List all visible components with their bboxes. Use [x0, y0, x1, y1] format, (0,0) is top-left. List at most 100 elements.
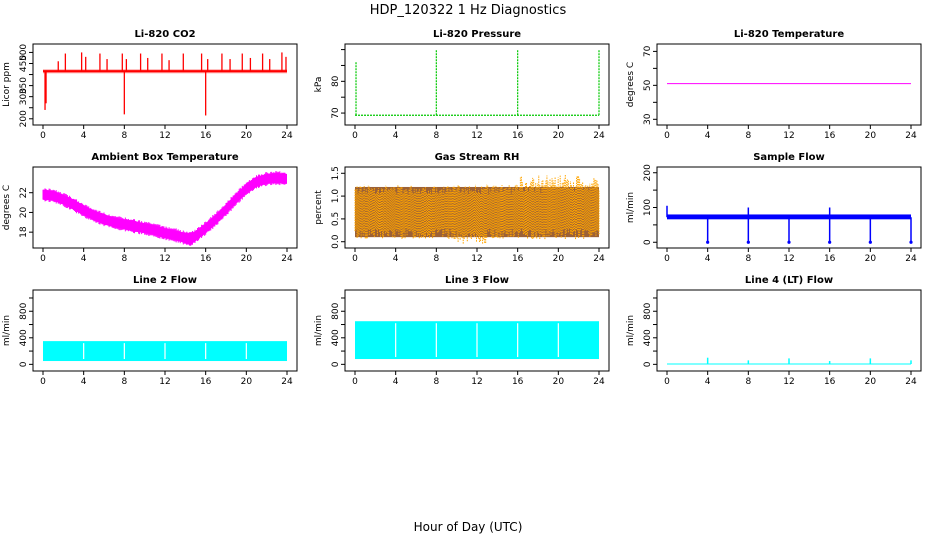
data-layer: [42, 171, 287, 246]
x-tick-label: 12: [783, 377, 794, 387]
y-tick-label: 450: [19, 55, 29, 72]
y-tick-label: 200: [643, 164, 653, 181]
x-tick-label: 4: [81, 377, 87, 387]
x-tick-label: 4: [705, 377, 711, 387]
data-layer: [355, 321, 599, 360]
x-tick-label: 12: [783, 254, 794, 264]
y-axis-label: kPa: [314, 77, 324, 93]
x-tick-label: 20: [865, 131, 877, 141]
x-tick-label: 20: [241, 254, 253, 264]
y-tick-label: 400: [19, 329, 29, 346]
x-tick-label: 16: [200, 131, 212, 141]
y-tick-label: 300: [19, 88, 29, 105]
chart-title: Line 4 (LT) Flow: [745, 275, 833, 286]
x-tick-label: 12: [159, 131, 170, 141]
y-tick-label: 200: [19, 110, 29, 127]
y-tick-label: 70: [331, 107, 341, 119]
x-tick-label: 8: [745, 254, 751, 264]
y-axis-label: Licor ppm: [2, 62, 12, 107]
x-tick-label: 20: [553, 377, 565, 387]
x-tick-label: 0: [40, 377, 46, 387]
y-tick-label: 500: [19, 44, 29, 61]
y-axis-label: percent: [314, 190, 324, 225]
chart-panel: Line 2 Flow ml/min 0 4 8 12 16 20 24 0 400 800: [2, 275, 298, 387]
x-tick-label: 16: [200, 254, 212, 264]
y-axis-label: ml/min: [2, 315, 12, 346]
x-tick-label: 16: [824, 254, 836, 264]
x-tick-label: 0: [664, 377, 670, 387]
data-layer: [43, 341, 287, 362]
x-tick-label: 0: [352, 377, 358, 387]
y-tick-label: 400: [331, 329, 341, 346]
x-tick-label: 16: [512, 254, 524, 264]
plot-frame: [656, 43, 922, 126]
x-tick-label: 24: [593, 131, 605, 141]
x-tick-label: 8: [121, 377, 127, 387]
y-tick-label: 400: [643, 329, 653, 346]
y-axis-label: ml/min: [314, 315, 324, 346]
y-tick-label: 800: [643, 302, 653, 319]
x-tick-label: 16: [512, 377, 524, 387]
chart-title: Li-820 CO2: [134, 29, 195, 40]
data-layer: [666, 205, 913, 244]
x-tick-label: 8: [745, 377, 751, 387]
x-tick-label: 16: [824, 377, 836, 387]
y-tick-label: 22: [19, 187, 29, 198]
x-tick-label: 24: [593, 377, 605, 387]
x-tick-label: 20: [553, 254, 565, 264]
x-tick-label: 8: [121, 254, 127, 264]
y-tick-label: 0: [331, 361, 341, 367]
y-tick-label: 350: [19, 77, 29, 94]
y-axis-label: ml/min: [626, 315, 636, 346]
x-tick-label: 12: [783, 131, 794, 141]
x-tick-label: 0: [352, 254, 358, 264]
data-layer: [43, 52, 287, 116]
y-tick-label: 100: [643, 199, 653, 216]
x-tick-label: 4: [81, 254, 87, 264]
y-axis-label: ml/min: [626, 192, 636, 223]
x-tick-label: 12: [471, 254, 482, 264]
plot-frame: [32, 43, 298, 126]
chart-panel: Line 4 (LT) Flow ml/min 0 4 8 12 16 20 24 0 400 800: [626, 275, 922, 387]
x-tick-label: 8: [745, 131, 751, 141]
y-tick-label: 30: [643, 113, 653, 125]
x-tick-label: 16: [200, 377, 212, 387]
sample-flow-dip-point: [909, 240, 913, 244]
x-tick-label: 0: [664, 254, 670, 264]
x-tick-label: 4: [81, 131, 87, 141]
chart-panel: Line 3 Flow ml/min 0 4 8 12 16 20 24 0 400 800: [314, 275, 610, 387]
main-title: HDP_120322 1 Hz Diagnostics: [370, 3, 567, 18]
y-tick-label: 0: [19, 361, 29, 367]
x-tick-label: 8: [433, 254, 439, 264]
y-tick-label: 18: [19, 226, 29, 238]
x-tick-label: 20: [865, 254, 877, 264]
plot-frame: [344, 43, 610, 126]
chart-panel: Gas Stream RH percent 0 4 8 12 16 20 24 0.0 0.5 1.0…: [314, 152, 610, 264]
y-tick-label: 80: [331, 75, 341, 87]
x-tick-label: 0: [352, 131, 358, 141]
chart-title: Sample Flow: [753, 152, 825, 163]
y-tick-label: 50: [643, 79, 653, 91]
x-tick-label: 0: [40, 254, 46, 264]
x-tick-label: 20: [241, 131, 253, 141]
x-tick-label: 8: [433, 377, 439, 387]
y-tick-label: 0.0: [331, 234, 341, 249]
chart-title: Gas Stream RH: [435, 152, 520, 163]
x-tick-label: 16: [824, 131, 836, 141]
x-tick-label: 4: [705, 254, 711, 264]
y-tick-label: 800: [331, 302, 341, 319]
x-tick-label: 20: [241, 377, 253, 387]
x-tick-label: 4: [393, 377, 399, 387]
sample-flow-dip-point: [787, 240, 791, 244]
x-tick-label: 12: [159, 377, 170, 387]
chart-title: Li-820 Temperature: [734, 29, 844, 40]
y-tick-label: 70: [643, 45, 653, 57]
x-tick-label: 24: [593, 254, 605, 264]
x-tick-label: 24: [905, 131, 917, 141]
y-axis-label: degrees C: [626, 62, 636, 107]
chart-panel: Li-820 Temperature degrees C 0 4 8 12 16 20 24 30…: [626, 29, 922, 141]
x-tick-label: 16: [512, 131, 524, 141]
y-axis-label: degrees C: [2, 185, 12, 230]
chart-panel: Li-820 Pressure kPa 0 4 8 12 16 20 24 70 80: [314, 29, 610, 141]
